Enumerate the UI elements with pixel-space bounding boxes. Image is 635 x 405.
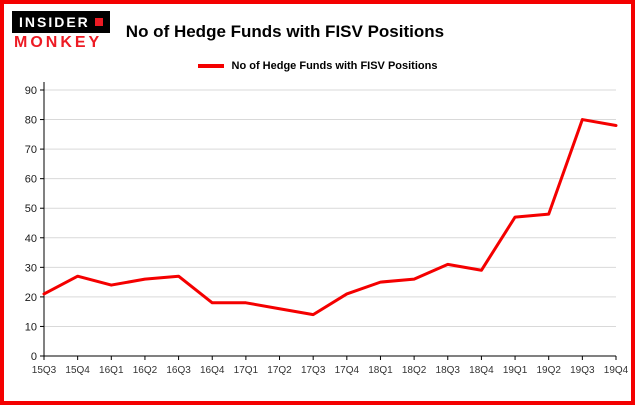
legend-label: No of Hedge Funds with FISV Positions	[231, 60, 438, 72]
y-axis-tick-label: 50	[25, 203, 37, 215]
y-axis-tick-label: 60	[25, 174, 37, 186]
x-axis-tick-label: 15Q3	[32, 365, 57, 376]
logo-insider-text: INSIDER	[19, 14, 90, 30]
legend-line-swatch	[197, 64, 224, 68]
x-axis-tick-label: 16Q2	[133, 365, 158, 376]
y-axis-tick-label: 80	[25, 115, 37, 127]
chart-legend: No of Hedge Funds with FISV Positions	[4, 56, 631, 76]
x-axis-tick-label: 16Q1	[99, 365, 124, 376]
x-axis-tick-label: 16Q4	[200, 365, 225, 376]
y-axis-tick-label: 70	[25, 144, 37, 156]
x-axis-tick-label: 18Q4	[469, 365, 494, 376]
logo-insider-box: INSIDER	[12, 11, 110, 33]
page-title: No of Hedge Funds with FISV Positions	[125, 21, 445, 41]
x-axis-tick-label: 19Q3	[570, 365, 595, 376]
x-axis-tick-label: 17Q4	[335, 365, 360, 376]
x-axis-tick-label: 19Q4	[604, 365, 629, 376]
x-axis-tick-label: 15Q4	[65, 365, 90, 376]
y-axis-tick-label: 0	[31, 351, 37, 363]
y-axis-tick-label: 10	[25, 321, 37, 333]
x-axis-tick-label: 17Q3	[301, 365, 326, 376]
x-axis-tick-label: 18Q2	[402, 365, 427, 376]
y-axis-tick-label: 40	[25, 233, 37, 245]
x-axis-tick-label: 18Q3	[436, 365, 461, 376]
y-axis-tick-label: 30	[25, 262, 37, 274]
x-axis-tick-label: 17Q2	[267, 365, 292, 376]
x-axis-tick-label: 18Q1	[368, 365, 393, 376]
chart-header: INSIDER MONKEY No of Hedge Funds with FI…	[4, 4, 631, 54]
insider-monkey-logo: INSIDER MONKEY	[12, 11, 110, 52]
line-chart: 0 10 20 30 40 50 60 70 80 90 15Q3 15Q4 16Q1 16Q2 16Q3 1…	[25, 82, 629, 376]
x-axis-tick-label: 19Q2	[536, 365, 561, 376]
y-axis-tick-label: 20	[25, 292, 37, 304]
logo-monkey-text: MONKEY	[14, 34, 103, 51]
logo-red-cube-icon	[94, 18, 103, 26]
x-axis-tick-label: 16Q3	[166, 365, 191, 376]
y-axis-tick-label: 90	[25, 85, 37, 97]
data-series-line	[42, 118, 618, 317]
x-axis-tick-label: 17Q1	[234, 365, 259, 376]
x-axis-tick-label: 19Q1	[503, 365, 528, 376]
